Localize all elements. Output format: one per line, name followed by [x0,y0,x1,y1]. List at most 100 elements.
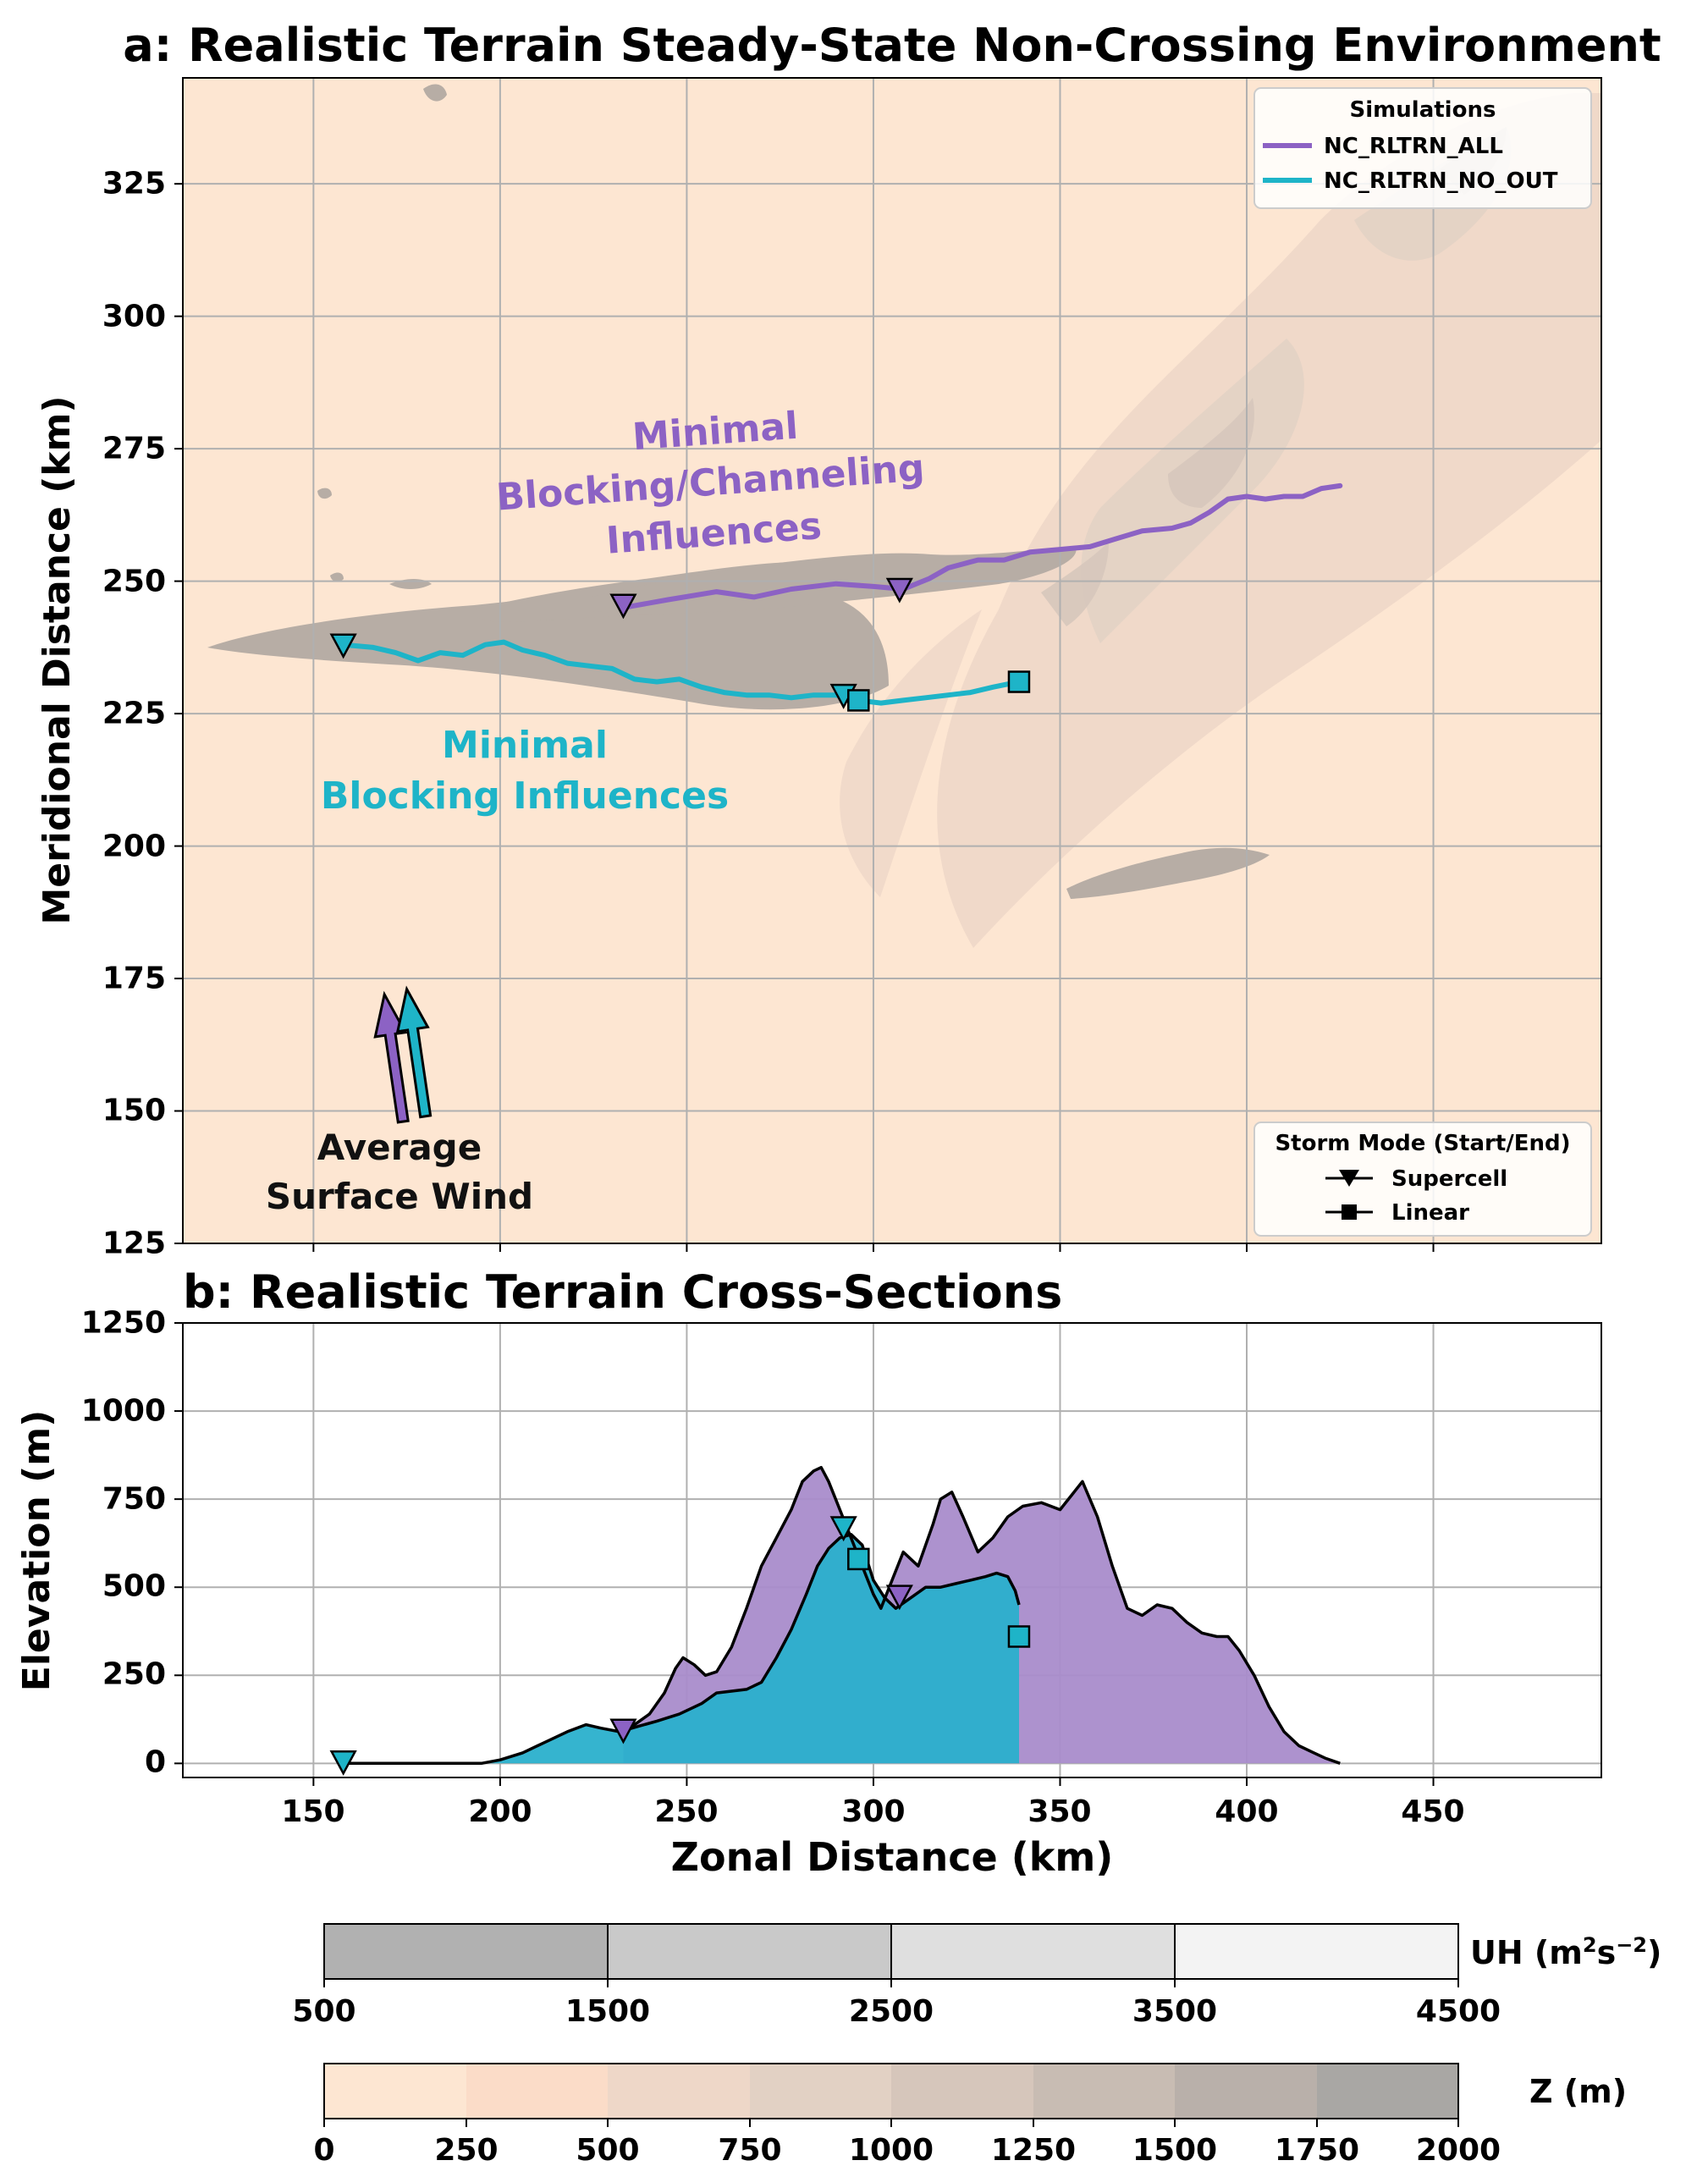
legend-storm-mode-title: Storm Mode (Start/End) [1275,1131,1570,1156]
outline-nc-rltrn-no-out [343,1533,1021,1766]
colorbar-z: 0 250 500 750 1000 1250 1500 1750 2000 Z… [313,2063,1627,2168]
panel-b-title: b: Realistic Terrain Cross-Sections [183,1265,1062,1319]
track-nc-rltrn-all [620,482,1343,610]
colorbar-z-tick-label-0: 0 [313,2133,334,2168]
b-marker-nc-rltrn-no-out-triangle-down-2 [829,1516,857,1542]
a-marker-nc-rltrn-no-out-square-4 [847,689,870,712]
b-xtick-label-150: 150 [281,1794,344,1829]
b-marker-nc-rltrn-no-out-triangle-down-0 [329,1750,357,1776]
a-ytick-label-125: 125 [102,1226,166,1261]
a-marker-nc-rltrn-no-out-triangle-down-2 [329,633,357,659]
panel-b-ytick-labels: 0 250 500 750 1000 1250 [81,1306,166,1780]
b-marker-nc-rltrn-all-triangle-down-1 [609,1718,637,1744]
colorbar-uh-tick-label-1500: 1500 [565,1994,650,2029]
colorbar-uh-dividers [607,1924,1176,1979]
legend-marker-supercell [1339,1170,1359,1187]
colorbar-z-bin-1 [324,2064,466,2119]
colorbar-uh-bin-2 [608,1924,891,1979]
b-marker-nc-rltrn-no-out-square-3 [847,1547,870,1571]
colorbar-uh-bin-4 [1175,1924,1458,1979]
panel-b-ylabel: Elevation (m) [15,1410,58,1691]
a-ytick-label-275: 275 [102,432,166,466]
legend-label-nc-rltrn-all: NC_RLTRN_ALL [1324,134,1503,159]
b-xtick-label-400: 400 [1215,1794,1278,1829]
legend-marker-linear [1342,1204,1357,1220]
colorbar-z-tick-label-500: 500 [576,2133,639,2168]
b-ytick-label-0: 0 [145,1745,166,1780]
panel-a-title: a: Realistic Terrain Steady-State Non-Cr… [123,19,1661,72]
b-ytick-label-250: 250 [102,1657,166,1692]
terrain-elevation-contours [207,84,1601,948]
panel-a-tracks [340,482,1343,706]
a-marker-nc-rltrn-no-out-square-5 [1007,670,1031,693]
panel-b-ticks [174,1322,1435,1786]
legend-storm-mode: Storm Mode (Start/End) Supercell Linear [1253,1122,1592,1237]
legend-label-nc-rltrn-no-out: NC_RLTRN_NO_OUT [1324,168,1558,194]
colorbar-z-tick-label-1500: 1500 [1132,2133,1217,2168]
outline-nc-rltrn-all [622,1465,1341,1765]
cyan-annotation-line-1: Minimal [442,724,608,767]
colorbar-z-tick-label-2000: 2000 [1416,2133,1501,2168]
colorbar-z-bin-3 [608,2064,750,2119]
panel-a-ylabel: Meridional Distance (km) [36,395,79,924]
b-ytick-label-500: 500 [102,1569,166,1604]
colorbar-z-bin-4 [750,2064,891,2119]
legend-label-linear: Linear [1391,1200,1469,1226]
colorbar-z-tick-label-1000: 1000 [849,2133,934,2168]
a-ytick-label-225: 225 [102,697,166,731]
b-xtick-label-300: 300 [841,1794,905,1829]
panel-a-grid [183,78,1601,1243]
colorbar-z-ticks [323,2119,1459,2127]
colorbar-z-bin-2 [466,2064,608,2119]
a-ytick-label-250: 250 [102,565,166,599]
b-xtick-label-350: 350 [1028,1794,1091,1829]
track-nc-rltrn-no-out [340,639,1022,706]
colorbar-z-bin-7 [1175,2064,1317,2119]
panel-b-xtick-labels: 150 200 250 300 350 400 450 [281,1794,1464,1829]
panel-a-ticks [174,183,1435,1252]
colorbar-uh-tick-label-500: 500 [292,1994,355,2029]
a-marker-nc-rltrn-all-triangle-down-0 [609,593,637,620]
colorbar-z-label: Z (m) [1529,2073,1627,2110]
panel-b-xlabel: Zonal Distance (km) [671,1834,1114,1880]
colorbar-uh-tick-label-3500: 3500 [1132,1994,1217,2029]
b-xtick-label-200: 200 [468,1794,532,1829]
colorbar-uh-tick-label-2500: 2500 [849,1994,934,2029]
legend-simulations-title: Simulations [1350,97,1496,123]
colorbar-uh-label: UH (m2s−2) [1470,1933,1661,1971]
panel-b-areas [343,1465,1341,1766]
colorbar-z-bin-5 [891,2064,1033,2119]
colorbar-z-tick-label-1250: 1250 [991,2133,1076,2168]
colorbar-z-bin-8 [1317,2064,1458,2119]
legend-storm-mode-box [1253,1122,1592,1237]
panel-a-markers [329,577,1031,712]
b-xtick-label-450: 450 [1401,1794,1464,1829]
panel-a-ytick-labels: 125 150 175 200 225 250 275 300 325 [102,167,166,1261]
panel-b-markers [329,1516,1031,1776]
wind-annotation-line-2: Surface Wind [266,1176,533,1217]
a-ytick-label-300: 300 [102,300,166,334]
a-ytick-label-150: 150 [102,1094,166,1128]
legend-simulations: Simulations NC_RLTRN_ALL NC_RLTRN_NO_OUT [1253,87,1592,209]
b-marker-nc-rltrn-no-out-square-5 [1007,1625,1031,1648]
colorbar-z-tick-label-1750: 1750 [1275,2133,1359,2168]
wind-arrow-1 [395,985,433,1119]
a-ytick-label-325: 325 [102,167,166,201]
b-marker-nc-rltrn-all-triangle-down-4 [885,1585,913,1611]
colorbar-uh-ticks [323,1979,1459,1987]
a-ytick-label-200: 200 [102,829,166,864]
wind-arrows [373,985,433,1124]
panel-a-frame [182,77,1602,1244]
wind-annotation-line-1: Average [317,1127,482,1168]
b-ytick-label-1000: 1000 [81,1394,166,1429]
area-nc-rltrn-no-out [343,1534,1019,1764]
b-ytick-label-1250: 1250 [81,1306,166,1341]
colorbar-uh-tick-label-4500: 4500 [1416,1994,1501,2029]
b-xtick-label-250: 250 [654,1794,718,1829]
panel-b-frame [182,1322,1602,1778]
colorbar-z-tick-label-750: 750 [718,2133,781,2168]
colorbar-z-tick-label-250: 250 [434,2133,498,2168]
legend-simulations-box [1253,87,1592,209]
cyan-annotation-line-2: Blocking Influences [321,774,729,818]
